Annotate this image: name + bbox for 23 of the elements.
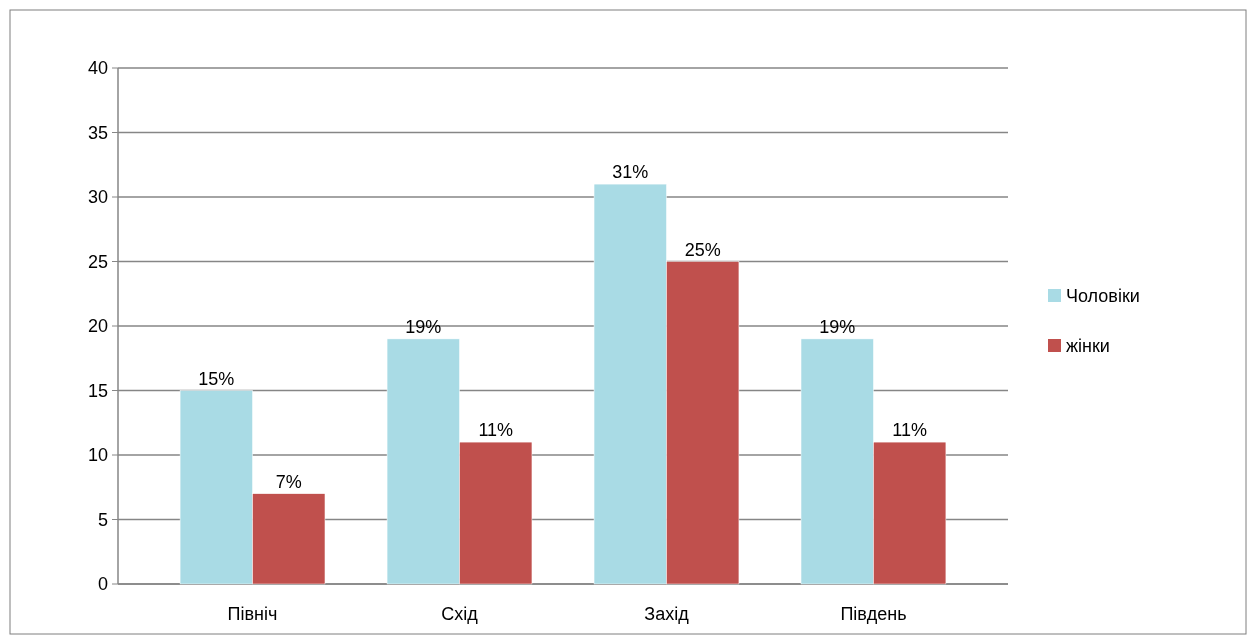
data-label: 25% — [684, 239, 721, 260]
y-tick-label: 20 — [87, 316, 108, 337]
legend-label: Чоловіки — [1066, 286, 1140, 307]
y-tick-label: 25 — [87, 251, 108, 272]
y-tick-label: 40 — [87, 58, 108, 79]
data-label: 19% — [819, 316, 856, 337]
y-tick-label: 30 — [87, 187, 108, 208]
y-tick-label: 15 — [87, 380, 108, 401]
data-label: 11% — [892, 420, 928, 441]
y-tick-label: 10 — [87, 445, 108, 466]
y-tick-label: 35 — [87, 122, 108, 143]
x-tick-label: Схід — [441, 604, 479, 624]
data-label: 31% — [612, 162, 649, 183]
y-tick-label: 0 — [97, 574, 108, 595]
data-label: 11% — [478, 420, 514, 441]
x-tick-label: Південь — [840, 604, 907, 624]
x-tick-label: Північ — [227, 604, 278, 624]
data-label: 19% — [405, 316, 442, 337]
data-label: 7% — [275, 471, 302, 492]
legend-label: жінки — [1066, 336, 1110, 357]
y-tick-label: 5 — [97, 509, 108, 530]
x-tick-label: Захід — [644, 604, 690, 624]
data-label: 15% — [198, 368, 235, 389]
